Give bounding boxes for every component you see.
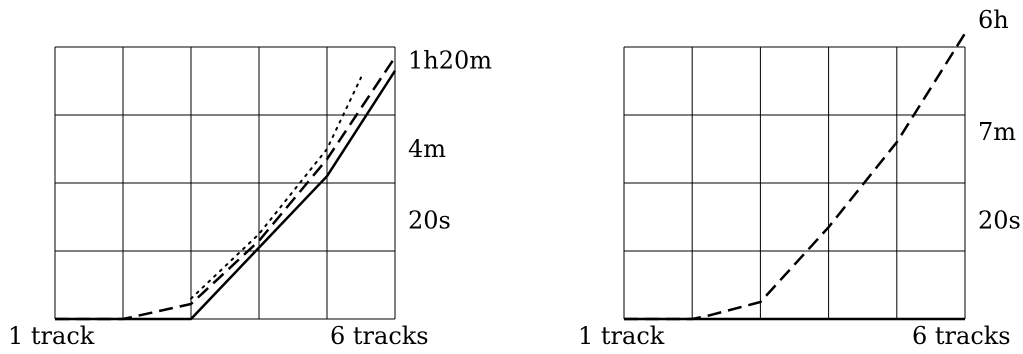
- series-line-solid: [55, 71, 395, 319]
- x-start-label: 1 track: [578, 322, 665, 349]
- chart-panel-1: 1h20m 4m 20s 1 track 6 tracks: [8, 47, 492, 349]
- y-tick-label: 6h: [978, 6, 1009, 34]
- chart-panel-2: 6h 7m 20s 1 track 6 tracks: [578, 6, 1021, 349]
- y-tick-label: 4m: [408, 135, 446, 163]
- x-start-label: 1 track: [8, 322, 95, 349]
- series-line-dashed: [624, 33, 965, 319]
- y-tick-label: 20s: [978, 206, 1021, 234]
- series-line-dashed: [55, 57, 395, 319]
- y-tick-label: 20s: [408, 206, 451, 234]
- series-line-dotted: [191, 78, 361, 299]
- x-end-label: 6 tracks: [912, 322, 1011, 349]
- y-tick-label: 1h20m: [408, 47, 492, 75]
- x-end-label: 6 tracks: [330, 322, 429, 349]
- y-tick-label: 7m: [978, 118, 1016, 146]
